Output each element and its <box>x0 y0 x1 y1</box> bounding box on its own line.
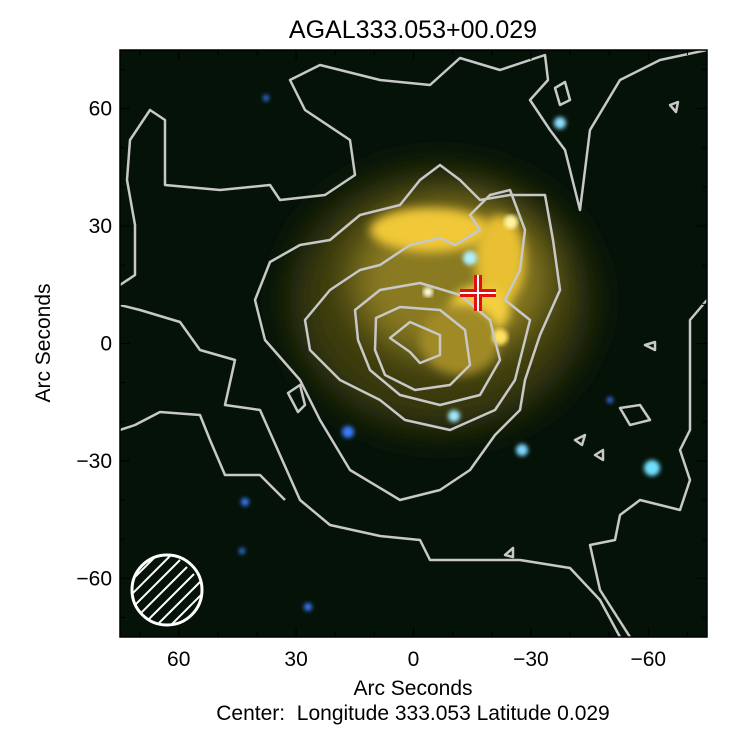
source-marker-cross-icon <box>460 275 496 311</box>
x-tick-label: −30 <box>513 648 549 671</box>
contour-level-3 <box>303 188 532 432</box>
y-tick-label: 0 <box>100 333 112 356</box>
contour-level-1 <box>120 50 707 287</box>
contour-small-5 <box>553 80 572 107</box>
chart-title: AGAL333.053+00.029 <box>289 16 537 44</box>
x-axis-label: Arc Seconds <box>353 677 472 700</box>
y-tick-label: 30 <box>89 215 112 238</box>
x-tick-label: 0 <box>408 648 420 671</box>
contours <box>120 50 707 637</box>
y-tick-labels: 60 30 0 −30 −60 <box>76 98 112 591</box>
contour-small-3 <box>503 546 515 559</box>
stars <box>239 95 660 611</box>
x-tick-label: 60 <box>167 648 190 671</box>
x-tick-label: 30 <box>284 648 307 671</box>
y-tick-label: −60 <box>76 567 112 590</box>
contour-small-1 <box>286 383 307 414</box>
contour-level-1b <box>120 303 622 637</box>
contour-level-4 <box>353 281 502 407</box>
x-tick-labels: 60 30 0 −30 −60 <box>167 648 666 671</box>
y-tick-label: −30 <box>76 450 112 473</box>
contour-level-6 <box>388 320 442 365</box>
contour-small-8 <box>593 448 605 462</box>
contour-level-5 <box>373 305 472 392</box>
contour-level-1d <box>588 299 707 637</box>
emission-glow <box>290 170 590 430</box>
contour-level-2 <box>253 163 562 502</box>
center-caption: Center: Longitude 333.053 Latitude 0.029 <box>216 702 609 725</box>
image-panel <box>120 50 707 637</box>
contour-small-6 <box>668 100 680 114</box>
y-tick-label: 60 <box>89 98 112 121</box>
y-axis-label: Arc Seconds <box>32 283 55 402</box>
x-tick-label: −60 <box>630 648 666 671</box>
contour-small-4 <box>643 340 657 352</box>
axis-ticks <box>120 50 707 637</box>
contour-level-1c <box>120 410 286 501</box>
contour-small-2 <box>618 403 652 427</box>
contour-small-7 <box>573 433 587 447</box>
